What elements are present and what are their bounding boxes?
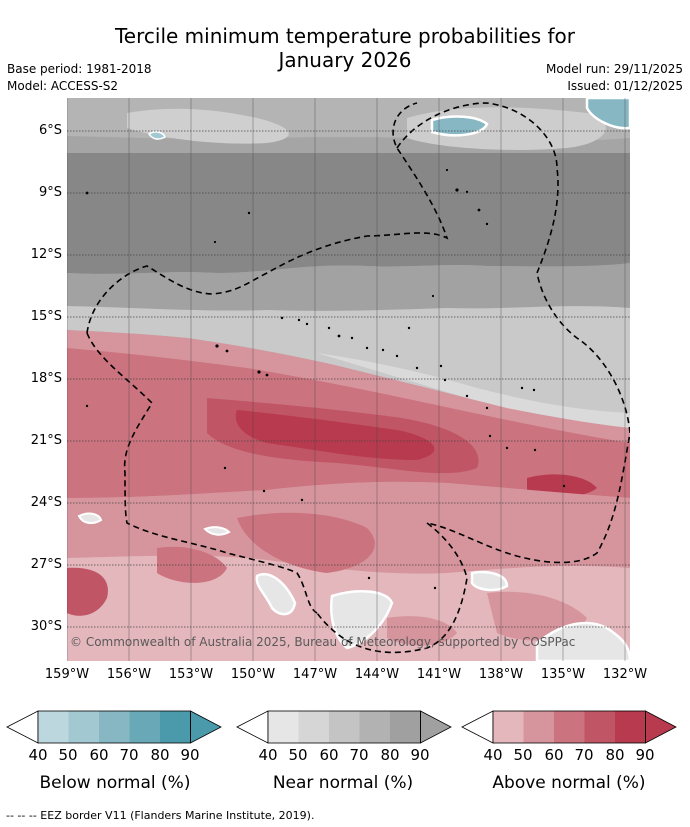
lat-tick: 6°S bbox=[38, 123, 62, 138]
colorbar-tick: 60 bbox=[319, 746, 339, 764]
colorbar-below-swatch bbox=[68, 711, 99, 743]
colorbar-near-swatch bbox=[329, 711, 360, 743]
lon-tick: 159°W bbox=[44, 667, 90, 682]
colorbar-below-swatch bbox=[99, 711, 130, 743]
meridians bbox=[67, 98, 626, 661]
colorbar-below-swatch bbox=[38, 711, 69, 743]
model-name: Model: ACCESS-S2 bbox=[7, 79, 119, 93]
near-normal-label: Near normal (%) bbox=[272, 773, 414, 793]
colorbar-tick: 40 bbox=[258, 746, 278, 764]
colorbar-below-normal bbox=[6, 710, 222, 744]
lon-tick: 132°W bbox=[602, 667, 648, 682]
base-period: Base period: 1981-2018 bbox=[7, 62, 152, 76]
near-normal-band-palest bbox=[317, 353, 630, 433]
lat-tick: 21°S bbox=[30, 433, 62, 448]
colorbar-tick: 60 bbox=[89, 746, 109, 764]
colorbar-tick: 70 bbox=[119, 746, 139, 764]
lon-tick: 156°W bbox=[106, 667, 152, 682]
lat-tick: 18°S bbox=[30, 371, 62, 386]
lat-tick: 9°S bbox=[38, 185, 62, 200]
colorbar-above-swatch bbox=[584, 711, 615, 743]
colorbar-tick: 90 bbox=[410, 746, 430, 764]
title-line-1: Tercile minimum temperature probabilitie… bbox=[114, 24, 576, 48]
colorbar-above-swatch bbox=[615, 711, 646, 743]
colorbar-near-normal bbox=[236, 710, 452, 744]
model-run: Model run: 29/11/2025 bbox=[545, 62, 683, 76]
colorbar-near-swatch bbox=[298, 711, 329, 743]
lat-tick: 30°S bbox=[30, 619, 62, 634]
lat-tick: 15°S bbox=[30, 309, 62, 324]
eez-border-french-polynesia bbox=[316, 102, 630, 654]
lon-tick: 150°W bbox=[230, 667, 276, 682]
eez-border-cook-islands bbox=[86, 102, 449, 334]
colorbar-above-normal bbox=[461, 710, 677, 744]
colorbar-below-swatch bbox=[160, 711, 191, 743]
colorbar-tick: 50 bbox=[288, 746, 308, 764]
lat-tick: 24°S bbox=[30, 495, 62, 510]
colorbar-tick: 60 bbox=[544, 746, 564, 764]
probability-map bbox=[67, 98, 630, 661]
colorbar-tick: 90 bbox=[180, 746, 200, 764]
colorbar-tick: 40 bbox=[28, 746, 48, 764]
above-normal-label: Above normal (%) bbox=[492, 773, 646, 793]
colorbar-tick: 50 bbox=[58, 746, 78, 764]
lon-tick: 147°W bbox=[292, 667, 338, 682]
colorbar-tick: 80 bbox=[150, 746, 170, 764]
colorbar-tick: 70 bbox=[349, 746, 369, 764]
colorbar-tick: 40 bbox=[483, 746, 503, 764]
colorbar-tick: 70 bbox=[574, 746, 594, 764]
colorbar-below-swatch bbox=[129, 711, 160, 743]
title-line-2: January 2026 bbox=[278, 48, 412, 72]
colorbar-tick: 90 bbox=[635, 746, 655, 764]
below-normal-label: Below normal (%) bbox=[39, 773, 191, 793]
colorbar-near-swatch bbox=[390, 711, 421, 743]
lon-tick: 141°W bbox=[416, 667, 462, 682]
near-normal-band-mid bbox=[67, 263, 630, 311]
colorbar-near-swatch bbox=[268, 711, 299, 743]
below-normal-patch bbox=[430, 115, 489, 137]
lon-tick: 144°W bbox=[354, 667, 400, 682]
colorbar-near-swatch bbox=[359, 711, 390, 743]
lat-tick: 12°S bbox=[30, 247, 62, 262]
eez-border-note: -- -- -- EEZ border V11 (Flanders Marine… bbox=[6, 809, 315, 822]
issue-date: Issued: 01/12/2025 bbox=[567, 79, 683, 93]
colorbar-tick: 50 bbox=[513, 746, 533, 764]
lon-tick: 138°W bbox=[478, 667, 524, 682]
lon-tick: 153°W bbox=[168, 667, 214, 682]
colorbar-above-swatch bbox=[493, 711, 524, 743]
islands bbox=[85, 168, 566, 590]
lat-tick: 27°S bbox=[30, 557, 62, 572]
colorbar-above-swatch bbox=[554, 711, 585, 743]
lon-tick: 135°W bbox=[540, 667, 586, 682]
colorbar-tick: 80 bbox=[380, 746, 400, 764]
copyright-notice: © Commonwealth of Australia 2025, Bureau… bbox=[70, 635, 576, 649]
eez-border-south bbox=[86, 332, 318, 614]
colorbar-tick: 80 bbox=[605, 746, 625, 764]
near-normal-band-dark bbox=[67, 153, 630, 274]
colorbar-above-swatch bbox=[523, 711, 554, 743]
graticule bbox=[67, 130, 630, 628]
